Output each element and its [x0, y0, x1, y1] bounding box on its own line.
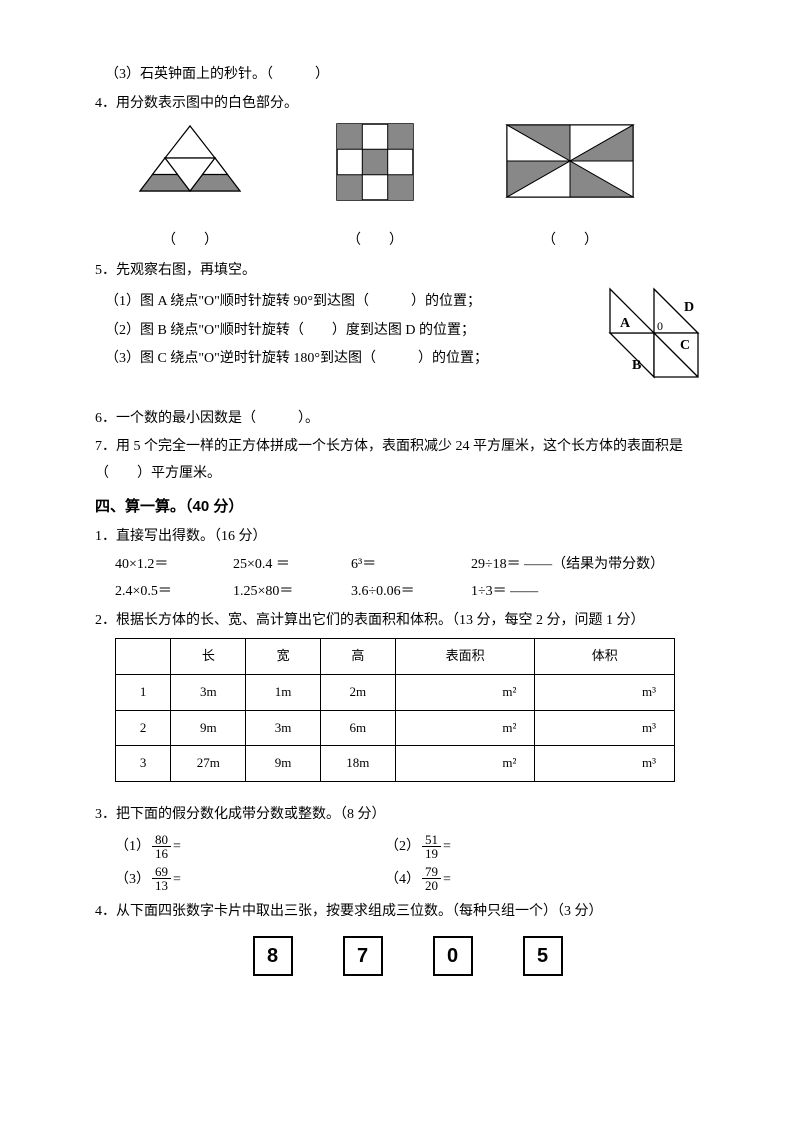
table-header-row: 长 宽 高 表面积 体积 — [116, 639, 675, 675]
sec4-q1: 1．直接写出得数。（16 分） — [95, 524, 720, 551]
table-row: 1 3m 1m 2m m² m³ — [116, 674, 675, 710]
q4-captions: （ ） （ ） （ ） — [125, 228, 720, 255]
q4-figures — [125, 123, 720, 212]
sec4-q3: 3．把下面的假分数化成带分数或整数。（8 分） — [95, 802, 720, 829]
frac-row2: （3） 6913= （4） 7920= — [115, 865, 720, 893]
svg-text:D: D — [684, 300, 694, 315]
frac-3: 6913 — [152, 865, 171, 893]
q5-3: （3）图 C 绕点"O"逆时针旋转 180°到达图（ ）的位置； — [95, 346, 580, 373]
th-area: 表面积 — [395, 639, 535, 675]
frac-2: 5119 — [422, 833, 441, 861]
calc-2-2: 1.25×80＝ — [233, 579, 351, 606]
th-blank — [116, 639, 171, 675]
q3-sub3: （3）石英钟面上的秒针。（ ） — [95, 62, 720, 89]
calc-row1: 40×1.2＝ 25×0.4 ＝ 6³＝ 29÷18＝ ——（结果为带分数） — [115, 552, 720, 579]
calc-1-4: 29÷18＝ ——（结果为带分数） — [471, 552, 664, 579]
q5-2: （2）图 B 绕点"O"顺时针旋转（ ）度到达图 D 的位置； — [95, 318, 580, 345]
q4-fig3 — [495, 123, 645, 210]
section4-title: 四、算一算。（40 分） — [95, 493, 720, 522]
frac-1: 8016 — [152, 833, 171, 861]
sec4-q2: 2．根据长方体的长、宽、高计算出它们的表面积和体积。（13 分，每空 2 分，问… — [95, 608, 720, 635]
frac-2-label: （2） — [385, 834, 420, 861]
q5-1: （1）图 A 绕点"O"顺时针旋转 90°到达图（ ）的位置； — [95, 289, 580, 316]
cuboid-table: 长 宽 高 表面积 体积 1 3m 1m 2m m² m³ 2 9m 3m 6m… — [115, 638, 675, 782]
q5-stem: 5．先观察右图，再填空。 — [95, 258, 720, 285]
svg-text:C: C — [680, 338, 690, 353]
calc-2-3: 3.6÷0.06＝ — [351, 579, 471, 606]
th-length: 长 — [171, 639, 246, 675]
svg-text:0: 0 — [657, 319, 663, 333]
frac-row1: （1） 8016= （2） 5119= — [115, 833, 720, 861]
q4-cap2: （ ） — [310, 228, 440, 255]
calc-2-4: 1÷3＝ —— — [471, 579, 538, 606]
frac-3-label: （3） — [115, 867, 150, 894]
q5-figure: A B C D 0 — [590, 283, 720, 404]
calc-1-1: 40×1.2＝ — [115, 552, 233, 579]
q6: 6．一个数的最小因数是（ ）。 — [95, 406, 720, 433]
calc-row2: 2.4×0.5＝ 1.25×80＝ 3.6÷0.06＝ 1÷3＝ —— — [115, 579, 720, 606]
frac-4: 7920 — [422, 865, 441, 893]
q4-cap1: （ ） — [125, 228, 255, 255]
calc-1-2: 25×0.4 ＝ — [233, 552, 351, 579]
card-5: 5 — [523, 936, 563, 976]
calc-1-3: 6³＝ — [351, 552, 471, 579]
q4-stem: 4．用分数表示图中的白色部分。 — [95, 91, 720, 118]
sec4-q4: 4．从下面四张数字卡片中取出三张，按要求组成三位数。（每种只组一个）（3 分） — [95, 899, 720, 926]
svg-text:A: A — [620, 316, 631, 331]
table-row: 2 9m 3m 6m m² m³ — [116, 710, 675, 746]
card-7: 7 — [343, 936, 383, 976]
th-height: 高 — [320, 639, 395, 675]
frac-4-label: （4） — [385, 867, 420, 894]
calc-2-1: 2.4×0.5＝ — [115, 579, 233, 606]
svg-text:B: B — [632, 358, 641, 373]
card-row: 8 7 0 5 — [95, 936, 720, 976]
q7: 7．用 5 个完全一样的正方体拼成一个长方体，表面积减少 24 平方厘米，这个长… — [95, 434, 720, 487]
card-8: 8 — [253, 936, 293, 976]
th-width: 宽 — [246, 639, 320, 675]
q4-fig1 — [125, 123, 255, 206]
table-row: 3 27m 9m 18m m² m³ — [116, 746, 675, 782]
th-volume: 体积 — [535, 639, 675, 675]
q4-cap3: （ ） — [495, 228, 645, 255]
frac-1-label: （1） — [115, 834, 150, 861]
card-0: 0 — [433, 936, 473, 976]
q4-fig2 — [310, 123, 440, 212]
